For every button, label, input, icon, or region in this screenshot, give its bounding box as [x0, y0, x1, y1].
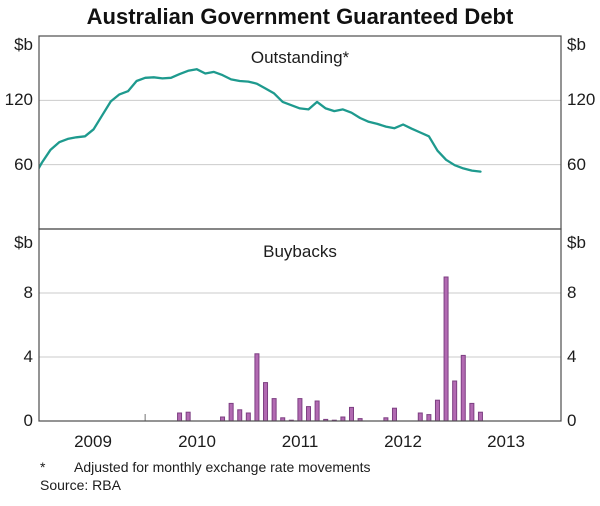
- y-tick-8-left: 8: [23, 283, 33, 302]
- buyback-bar: [245, 412, 251, 422]
- y-unit-bottom-left: $b: [14, 233, 33, 252]
- y-unit-bottom-right: $b: [567, 233, 586, 252]
- buyback-bar: [185, 411, 191, 422]
- buyback-bar: [306, 406, 312, 422]
- buyback-bar: [254, 353, 260, 422]
- buyback-bar: [271, 398, 277, 422]
- buyback-bar: [237, 409, 243, 422]
- buyback-bar: [177, 412, 183, 422]
- footnote-text: Adjusted for monthly exchange rate movem…: [74, 459, 371, 475]
- buybacks-bars: [177, 276, 483, 422]
- y-tick-4-right: 4: [567, 347, 577, 366]
- buyback-bar: [297, 398, 303, 422]
- x-tick-2012: 2012: [384, 432, 422, 451]
- x-tick-2013: 2013: [487, 432, 525, 451]
- y-tick-4-left: 4: [23, 347, 33, 366]
- bottom-panel-label: Buybacks: [263, 242, 337, 261]
- buyback-bar: [460, 354, 466, 422]
- top-panel-gridlines: [39, 99, 561, 166]
- x-tick-2011: 2011: [281, 432, 319, 451]
- y-unit-top-left: $b: [14, 35, 33, 54]
- x-tick-2009: 2009: [74, 432, 112, 451]
- x-tick-2010: 2010: [178, 432, 216, 451]
- source-note: Source: RBA: [40, 477, 121, 493]
- outstanding-line: [39, 68, 482, 173]
- y-tick-60-left: 60: [14, 155, 33, 174]
- buyback-bar: [452, 380, 458, 422]
- buyback-bar: [477, 411, 483, 422]
- buyback-bar: [443, 276, 449, 422]
- buyback-bar: [391, 407, 397, 422]
- y-tick-120-right: 120: [567, 90, 596, 109]
- y-tick-120-left: 120: [4, 90, 33, 109]
- buyback-bar: [340, 416, 346, 422]
- buyback-bar: [426, 414, 432, 422]
- bottom-panel-gridlines: [39, 292, 561, 358]
- buyback-bar: [348, 406, 354, 422]
- top-panel-label: Outstanding*: [250, 48, 350, 67]
- y-tick-0-right: 0: [567, 411, 577, 430]
- buyback-bar: [417, 412, 423, 422]
- y-tick-8-right: 8: [567, 283, 577, 302]
- footnote-marker: *: [40, 459, 46, 475]
- y-tick-0-left: 0: [23, 411, 33, 430]
- buyback-bar: [228, 402, 234, 422]
- y-tick-60-right: 60: [567, 155, 586, 174]
- buyback-bar: [263, 382, 269, 422]
- chart-title: Australian Government Guaranteed Debt: [86, 4, 514, 29]
- bottom-panel-border: [38, 228, 562, 422]
- buyback-bar: [434, 399, 440, 422]
- buyback-bar: [314, 400, 320, 422]
- y-unit-top-right: $b: [567, 35, 586, 54]
- buyback-bar: [469, 402, 475, 422]
- buyback-bar: [220, 416, 226, 422]
